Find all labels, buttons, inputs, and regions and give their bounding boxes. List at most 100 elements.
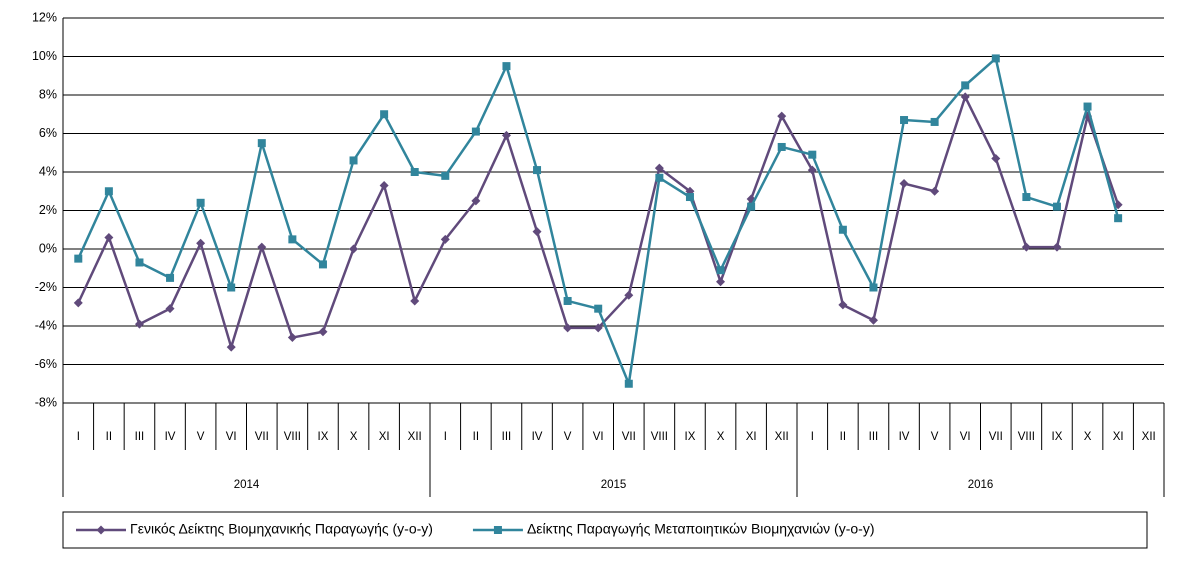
point-marker xyxy=(563,296,572,305)
y-tick-label: 8% xyxy=(39,87,57,101)
x-tick-label: XI xyxy=(1113,431,1124,443)
point-marker xyxy=(318,260,327,269)
y-tick-label: -4% xyxy=(35,318,57,332)
x-tick-label: IX xyxy=(318,431,329,443)
point-marker xyxy=(227,283,236,292)
point-marker xyxy=(441,171,450,180)
point-marker xyxy=(624,379,633,388)
point-marker xyxy=(624,290,634,300)
point-marker xyxy=(501,130,511,140)
x-tick-label: V xyxy=(197,431,205,443)
x-tick-label: X xyxy=(1084,431,1092,443)
y-tick-label: 4% xyxy=(39,164,57,178)
point-marker xyxy=(257,242,267,252)
point-marker xyxy=(1083,102,1092,111)
point-marker xyxy=(1114,214,1123,223)
point-marker xyxy=(104,232,114,242)
y-tick-label: 10% xyxy=(32,49,57,63)
point-marker xyxy=(838,225,847,234)
x-tick-label: VII xyxy=(622,431,636,443)
point-marker xyxy=(654,163,664,173)
point-marker xyxy=(930,186,940,196)
point-marker xyxy=(685,193,694,202)
x-tick-label: VI xyxy=(593,431,604,443)
point-marker xyxy=(655,173,664,182)
x-tick-label: XII xyxy=(775,431,789,443)
x-tick-label: IX xyxy=(1052,431,1063,443)
x-tick-label: IV xyxy=(165,431,176,443)
point-marker xyxy=(493,526,502,534)
point-marker xyxy=(471,196,481,206)
x-tick-label: II xyxy=(106,431,112,443)
point-marker xyxy=(593,323,603,333)
point-marker xyxy=(379,180,389,190)
point-marker xyxy=(900,116,909,125)
point-marker xyxy=(594,304,603,313)
y-tick-label: -8% xyxy=(35,395,57,409)
x-tick-label: VIII xyxy=(284,431,301,443)
point-marker xyxy=(166,273,175,282)
x-tick-label: VIII xyxy=(651,431,668,443)
point-marker xyxy=(1052,202,1061,211)
point-marker xyxy=(991,54,1000,63)
point-marker xyxy=(777,142,786,151)
x-tick-label: VI xyxy=(226,431,237,443)
legend-box xyxy=(62,511,1148,549)
point-marker xyxy=(807,165,817,175)
x-tick-label: XII xyxy=(1142,431,1156,443)
legend-label: Γενικός Δείκτης Βιομηχανικής Παραγωγής (… xyxy=(130,521,433,537)
point-marker xyxy=(1021,242,1031,252)
point-marker xyxy=(533,166,542,175)
x-tick-label: IV xyxy=(532,431,543,443)
x-tick-label: III xyxy=(135,431,145,443)
point-marker xyxy=(440,234,450,244)
point-marker xyxy=(165,304,175,314)
point-marker xyxy=(471,127,480,136)
point-marker xyxy=(960,92,970,102)
x-group-label: 2014 xyxy=(234,479,260,491)
point-marker xyxy=(349,156,358,165)
point-marker xyxy=(196,198,205,207)
x-tick-label: IV xyxy=(899,431,910,443)
x-tick-label: X xyxy=(350,431,358,443)
point-marker xyxy=(899,179,909,189)
point-marker xyxy=(869,283,878,292)
point-marker xyxy=(410,168,419,176)
y-tick-label: 6% xyxy=(39,126,57,140)
point-marker xyxy=(991,154,1001,164)
x-tick-label: II xyxy=(473,431,479,443)
point-marker xyxy=(838,300,848,310)
point-marker xyxy=(716,266,725,275)
x-tick-label: I xyxy=(811,431,814,443)
point-marker xyxy=(226,342,236,352)
point-marker xyxy=(532,227,542,237)
x-tick-label: X xyxy=(717,431,725,443)
point-marker xyxy=(563,323,573,333)
point-marker xyxy=(930,117,939,126)
point-marker xyxy=(288,235,297,244)
x-tick-label: III xyxy=(869,431,879,443)
point-marker xyxy=(747,202,756,211)
y-tick-label: -2% xyxy=(35,280,57,294)
point-marker xyxy=(716,277,726,287)
x-tick-label: VIII xyxy=(1018,431,1035,443)
point-marker xyxy=(318,327,328,337)
x-tick-label: VII xyxy=(255,431,269,443)
point-marker xyxy=(1052,242,1062,252)
point-marker xyxy=(961,81,970,90)
point-marker xyxy=(777,111,787,121)
x-group-label: 2016 xyxy=(968,479,994,491)
point-marker xyxy=(104,187,113,196)
point-marker xyxy=(196,238,206,248)
x-tick-label: IX xyxy=(685,431,696,443)
x-tick-label: I xyxy=(444,431,447,443)
legend-label: Δείκτης Παραγωγής Μεταποιητικών Βιομηχαν… xyxy=(527,521,875,537)
point-marker xyxy=(134,319,144,329)
x-tick-label: XI xyxy=(379,431,390,443)
x-tick-label: XII xyxy=(408,431,422,443)
y-tick-label: 2% xyxy=(39,203,57,217)
point-marker xyxy=(1022,193,1031,202)
x-group-label: 2015 xyxy=(601,479,627,491)
point-marker xyxy=(410,296,420,306)
